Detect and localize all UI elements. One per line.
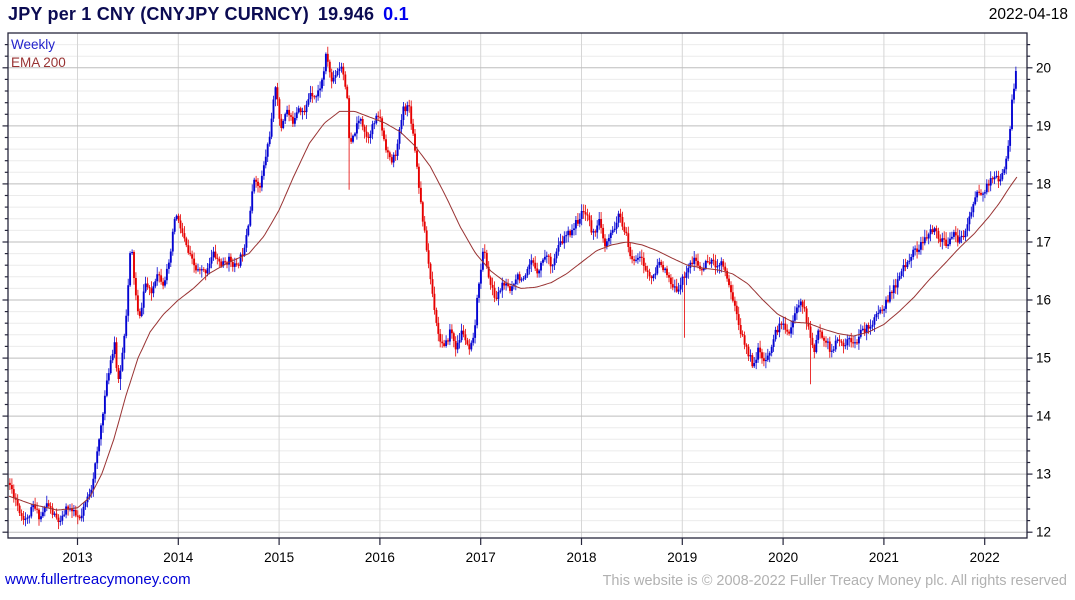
- legend-ema-label: EMA 200: [11, 55, 66, 70]
- svg-text:14: 14: [1036, 409, 1052, 424]
- price-change: 0.1: [383, 4, 409, 24]
- svg-text:2015: 2015: [264, 550, 294, 565]
- svg-text:2020: 2020: [768, 550, 798, 565]
- chart-title: JPY per 1 CNY (CNYJPY CURNCY) 19.946 0.1: [8, 4, 409, 25]
- svg-text:2017: 2017: [466, 550, 496, 565]
- svg-text:16: 16: [1036, 293, 1051, 308]
- svg-text:2013: 2013: [62, 550, 92, 565]
- last-price: 19.946: [317, 4, 375, 24]
- svg-text:20: 20: [1036, 60, 1051, 75]
- svg-text:2016: 2016: [365, 550, 395, 565]
- instrument-name: JPY per 1 CNY (CNYJPY CURNCY): [8, 4, 309, 24]
- chart-legend: Weekly EMA 200: [11, 36, 66, 72]
- svg-text:2019: 2019: [667, 550, 697, 565]
- copyright-text: This website is © 2008-2022 Fuller Treac…: [602, 573, 1067, 589]
- svg-text:15: 15: [1036, 351, 1051, 366]
- svg-text:2021: 2021: [869, 550, 899, 565]
- svg-text:13: 13: [1036, 467, 1051, 482]
- svg-text:2022: 2022: [970, 550, 1000, 565]
- website-link[interactable]: www.fullertreacymoney.com: [5, 571, 191, 588]
- svg-text:18: 18: [1036, 176, 1051, 191]
- svg-text:12: 12: [1036, 525, 1051, 540]
- legend-timeframe-label: Weekly: [11, 37, 56, 52]
- chart-date: 2022-04-18: [988, 6, 1068, 23]
- svg-text:19: 19: [1036, 118, 1051, 133]
- svg-text:2018: 2018: [566, 550, 596, 565]
- svg-text:17: 17: [1036, 235, 1051, 250]
- svg-text:2014: 2014: [163, 550, 194, 565]
